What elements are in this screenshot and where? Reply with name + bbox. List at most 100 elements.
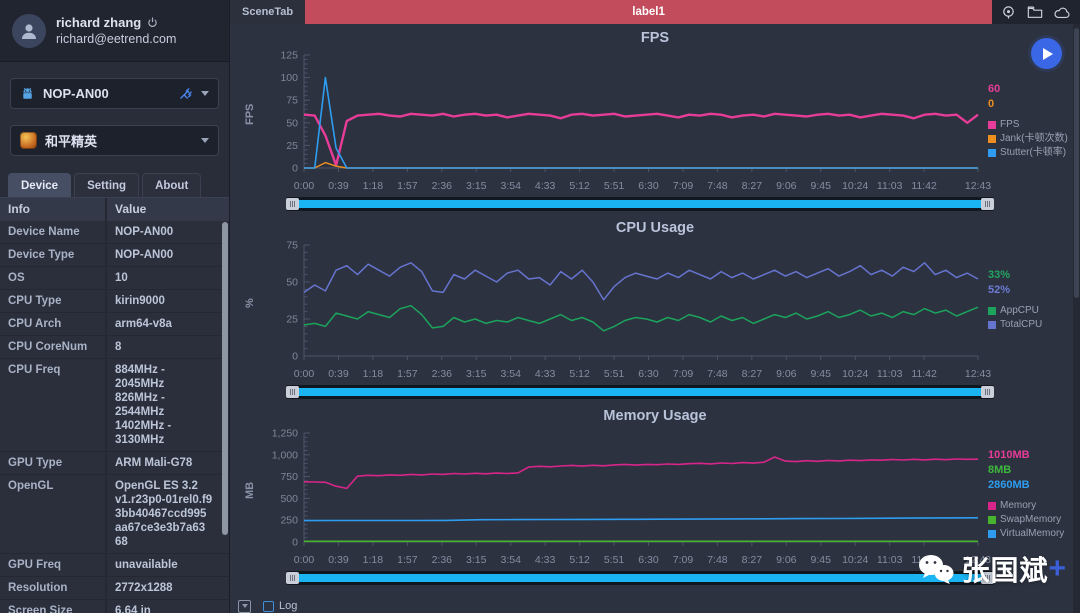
table-row[interactable]: CPU Freq 884MHz - 2045MHz 826MHz - 2544MH… bbox=[0, 359, 229, 452]
sidebar-scrollbar[interactable] bbox=[222, 222, 228, 535]
value-cell: ARM Mali-G78 bbox=[115, 457, 193, 469]
legend-label: VirtualMemory bbox=[1000, 528, 1065, 539]
legend-item[interactable]: AppCPU bbox=[988, 304, 1068, 318]
svg-text:50: 50 bbox=[286, 277, 298, 289]
slider-rail[interactable] bbox=[299, 574, 981, 582]
table-row[interactable]: OpenGL OpenGL ES 3.2 v1.r23p0-01rel0.f9 3… bbox=[0, 475, 229, 554]
x-tick-label: 0:00 bbox=[293, 368, 315, 380]
label-bar[interactable]: label1 bbox=[305, 0, 992, 24]
cloud-icon[interactable] bbox=[1054, 6, 1071, 19]
x-tick-label: 11:03 bbox=[876, 180, 903, 192]
x-tick-label: 7:09 bbox=[672, 554, 694, 566]
chart-title: Memory Usage bbox=[603, 408, 707, 424]
scrollbar-thumb[interactable] bbox=[1074, 28, 1079, 298]
table-row[interactable]: Screen Size 6.64 in bbox=[0, 600, 229, 613]
legend-item[interactable]: Stutter(卡顿率) bbox=[988, 146, 1068, 160]
table-row[interactable]: GPU Type ARM Mali-G78 bbox=[0, 452, 229, 475]
marker-icon[interactable] bbox=[1001, 5, 1016, 20]
main-panel: SceneTab label1 FPS bbox=[230, 0, 1080, 613]
chart-title: FPS bbox=[640, 30, 670, 46]
x-tick-label: 7:48 bbox=[707, 368, 728, 380]
slider-handle-right[interactable] bbox=[981, 198, 994, 210]
legend-item[interactable]: Memory bbox=[988, 499, 1068, 513]
table-row[interactable]: OS 10 bbox=[0, 267, 229, 290]
user-email: richard@eetrend.com bbox=[56, 32, 177, 46]
info-cell: OpenGL bbox=[0, 475, 107, 553]
log-checkbox[interactable] bbox=[263, 600, 274, 612]
x-tick-label: 11:03 bbox=[876, 368, 903, 380]
legend-item[interactable]: SwapMemory bbox=[988, 513, 1068, 527]
x-axis-ticks: 0:00 0:39 1:18 1:57 2:36 3:15 3:54 4:33 5:12 5:51… bbox=[294, 554, 991, 568]
x-tick-label: 9:45 bbox=[810, 554, 831, 566]
device-select[interactable]: NOP-AN00 bbox=[10, 78, 219, 109]
slider-handle-left[interactable] bbox=[286, 198, 299, 210]
x-tick-label: 0:39 bbox=[328, 368, 349, 380]
legend-swatch bbox=[988, 321, 996, 329]
legend-item[interactable]: VirtualMemory bbox=[988, 527, 1068, 541]
table-row[interactable]: CPU CoreNum 8 bbox=[0, 336, 229, 359]
x-axis-ticks: 0:00 0:39 1:18 1:57 2:36 3:15 3:54 4:33 5:12 5:51… bbox=[294, 180, 991, 194]
memory-time-range-slider[interactable] bbox=[286, 571, 994, 585]
app-select[interactable]: 和平精英 bbox=[10, 125, 219, 156]
x-tick-label: 5:12 bbox=[569, 368, 590, 380]
cpu-legend: 33% 52% AppCPU TotalCPU bbox=[984, 238, 1068, 368]
avatar[interactable] bbox=[12, 13, 46, 48]
slider-rail[interactable] bbox=[299, 388, 981, 396]
topbar-icons bbox=[992, 0, 1080, 24]
legend-label: AppCPU bbox=[1000, 305, 1039, 316]
table-row[interactable]: Resolution 2772x1288 bbox=[0, 577, 229, 600]
y-axis-name: MB bbox=[244, 481, 256, 499]
series-Memory bbox=[303, 456, 979, 490]
legend-current-value: 60 bbox=[988, 83, 1001, 95]
fps-time-range-slider[interactable] bbox=[286, 197, 994, 211]
user-name: richard zhang bbox=[56, 15, 142, 30]
table-row[interactable]: CPU Arch arm64-v8a bbox=[0, 313, 229, 336]
legend-item[interactable]: FPS bbox=[988, 118, 1068, 132]
slider-handle-right[interactable] bbox=[981, 572, 994, 584]
value-cell: 6.64 in bbox=[115, 605, 151, 613]
app-name-value: 和平精英 bbox=[45, 134, 98, 149]
power-icon[interactable] bbox=[147, 17, 158, 28]
cpu-time-range-slider[interactable] bbox=[286, 385, 994, 399]
slider-rail[interactable] bbox=[299, 200, 981, 208]
series-Jank(卡顿次数) bbox=[304, 161, 978, 169]
main-vertical-scrollbar[interactable] bbox=[1073, 24, 1080, 613]
value-cell: NOP-AN00 bbox=[115, 249, 174, 261]
x-tick-label: 3:15 bbox=[466, 554, 487, 566]
folder-icon[interactable] bbox=[1027, 5, 1043, 19]
svg-text:500: 500 bbox=[280, 493, 298, 505]
legend-label: SwapMemory bbox=[1000, 514, 1062, 525]
x-tick-label: 1:18 bbox=[362, 180, 384, 192]
y-axis-name: % bbox=[244, 298, 256, 308]
scene-tab[interactable]: SceneTab bbox=[230, 0, 306, 24]
expand-icon[interactable] bbox=[238, 599, 251, 613]
table-row[interactable]: CPU Type kirin9000 bbox=[0, 290, 229, 313]
legend-item[interactable]: TotalCPU bbox=[988, 318, 1068, 332]
table-row[interactable]: GPU Freq unavailable bbox=[0, 554, 229, 577]
x-tick-label: 2:36 bbox=[431, 368, 453, 380]
x-tick-label: 1:57 bbox=[397, 368, 418, 380]
log-checkbox-row[interactable]: Log bbox=[263, 600, 297, 612]
x-tick-label: 3:54 bbox=[500, 368, 521, 380]
legend-current-value: 2860MB bbox=[988, 479, 1030, 491]
info-cell: GPU Freq bbox=[0, 554, 107, 576]
info-cell: CPU CoreNum bbox=[0, 336, 107, 358]
legend-item[interactable]: Jank(卡顿次数) bbox=[988, 132, 1068, 146]
tab-about[interactable]: About bbox=[142, 173, 202, 197]
series-TotalCPU bbox=[303, 262, 979, 301]
series-Stutter(卡顿率) bbox=[304, 76, 978, 169]
tab-device[interactable]: Device bbox=[8, 173, 72, 197]
x-tick-label: 7:09 bbox=[672, 368, 694, 380]
slider-handle-left[interactable] bbox=[286, 386, 299, 398]
play-icon bbox=[1043, 47, 1053, 60]
legend-label: Jank(卡顿次数) bbox=[1000, 133, 1068, 144]
table-row[interactable]: Device Name NOP-AN00 bbox=[0, 221, 229, 244]
slider-handle-right[interactable] bbox=[981, 386, 994, 398]
x-tick-label: 12:43 bbox=[964, 368, 992, 380]
x-tick-label: 12:43 bbox=[964, 554, 992, 566]
svg-text:750: 750 bbox=[280, 471, 298, 483]
play-button[interactable] bbox=[1031, 38, 1062, 69]
table-row[interactable]: Device Type NOP-AN00 bbox=[0, 244, 229, 267]
slider-handle-left[interactable] bbox=[286, 572, 299, 584]
tab-setting[interactable]: Setting bbox=[74, 173, 140, 197]
